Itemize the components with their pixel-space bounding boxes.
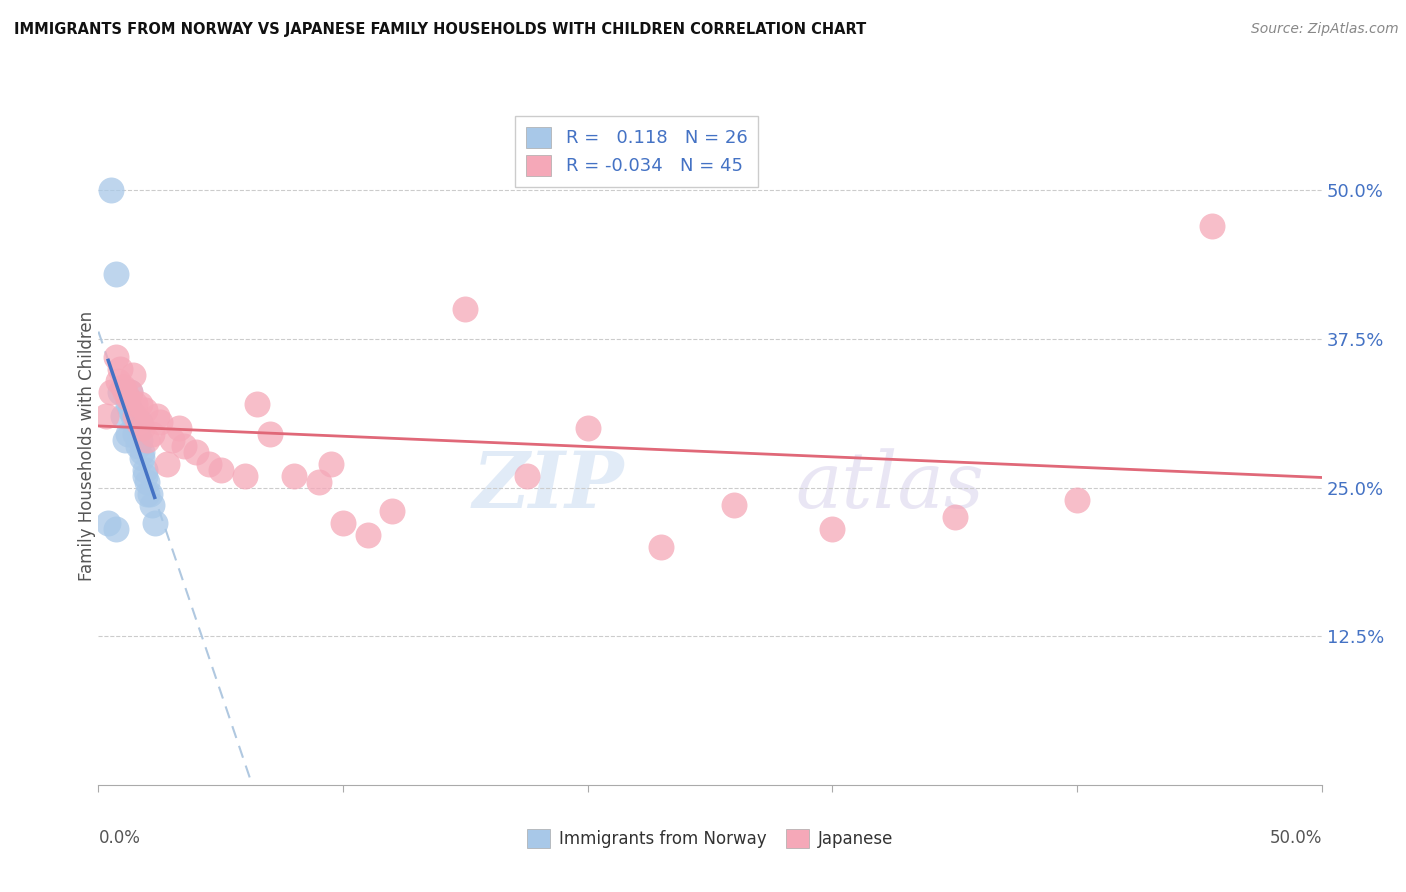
Point — [141, 427, 163, 442]
Point — [233, 468, 256, 483]
Point — [156, 457, 179, 471]
Point — [100, 183, 122, 197]
Point — [94, 409, 117, 424]
Point — [117, 397, 139, 411]
Text: 0.0%: 0.0% — [98, 829, 141, 847]
Point — [120, 385, 142, 400]
Point — [136, 475, 159, 489]
Text: ZIP: ZIP — [472, 449, 624, 524]
Point — [209, 463, 232, 477]
Point — [139, 486, 162, 500]
Point — [1201, 219, 1223, 233]
Point — [114, 385, 136, 400]
Point — [127, 421, 149, 435]
Y-axis label: Family Households with Children: Family Households with Children — [79, 311, 96, 581]
Point — [381, 504, 404, 518]
Point — [308, 475, 330, 489]
Point — [149, 415, 172, 429]
Point — [454, 302, 477, 317]
Point — [650, 540, 672, 554]
Point — [319, 457, 342, 471]
Point — [134, 463, 156, 477]
Point — [129, 397, 152, 411]
Point — [131, 450, 153, 465]
Point — [104, 267, 127, 281]
Point — [259, 427, 281, 442]
Point — [246, 397, 269, 411]
Point — [107, 374, 129, 388]
Point — [127, 439, 149, 453]
Point — [111, 409, 134, 424]
Point — [821, 522, 844, 536]
Point — [117, 392, 139, 406]
Point — [110, 385, 132, 400]
Text: 50.0%: 50.0% — [1270, 829, 1322, 847]
Point — [121, 409, 143, 424]
Point — [143, 516, 166, 531]
Point — [136, 433, 159, 447]
Text: atlas: atlas — [796, 449, 984, 524]
Point — [131, 421, 153, 435]
Point — [124, 397, 146, 411]
Point — [186, 445, 208, 459]
Point — [120, 385, 142, 400]
Point — [100, 385, 122, 400]
Point — [131, 445, 153, 459]
Point — [167, 421, 190, 435]
Point — [197, 457, 219, 471]
Point — [576, 421, 599, 435]
Point — [127, 415, 149, 429]
Point — [173, 439, 195, 453]
Point — [110, 361, 132, 376]
Point — [160, 433, 183, 447]
Point — [104, 522, 127, 536]
Text: Source: ZipAtlas.com: Source: ZipAtlas.com — [1251, 22, 1399, 37]
Legend: Immigrants from Norway, Japanese: Immigrants from Norway, Japanese — [520, 822, 900, 855]
Point — [104, 350, 127, 364]
Point — [146, 409, 169, 424]
Point — [129, 433, 152, 447]
Point — [515, 468, 537, 483]
Point — [117, 427, 139, 442]
Point — [356, 528, 378, 542]
Text: IMMIGRANTS FROM NORWAY VS JAPANESE FAMILY HOUSEHOLDS WITH CHILDREN CORRELATION C: IMMIGRANTS FROM NORWAY VS JAPANESE FAMIL… — [14, 22, 866, 37]
Point — [723, 499, 745, 513]
Point — [97, 516, 120, 531]
Point — [124, 427, 146, 442]
Point — [114, 433, 136, 447]
Point — [134, 403, 156, 417]
Point — [121, 368, 143, 382]
Point — [1066, 492, 1088, 507]
Point — [134, 468, 156, 483]
Point — [943, 510, 966, 524]
Point — [141, 499, 163, 513]
Point — [124, 409, 146, 424]
Point — [129, 415, 152, 429]
Point — [120, 403, 142, 417]
Point — [283, 468, 305, 483]
Point — [111, 379, 134, 393]
Point — [332, 516, 354, 531]
Point — [136, 486, 159, 500]
